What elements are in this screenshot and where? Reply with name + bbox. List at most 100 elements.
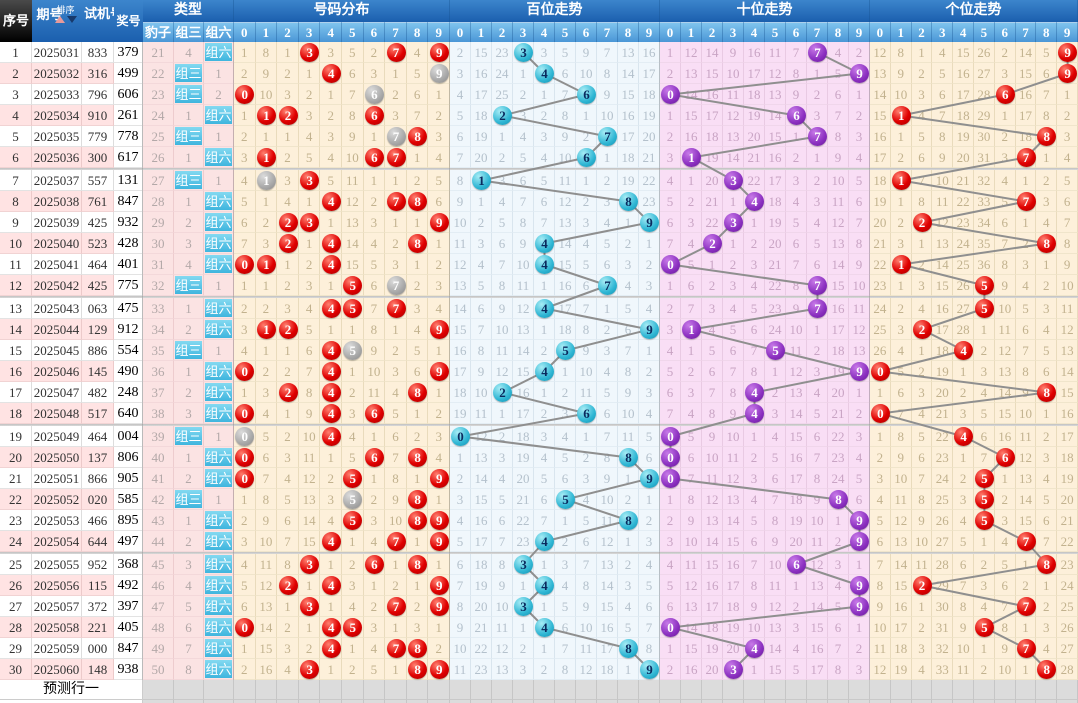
prediction-cell[interactable] xyxy=(428,700,450,703)
prediction-cell[interactable] xyxy=(639,700,660,703)
prediction-cell[interactable] xyxy=(994,680,1016,700)
prediction-cell[interactable] xyxy=(744,700,765,703)
cell-dist: 1 xyxy=(363,426,386,447)
prediction-cell[interactable] xyxy=(1057,700,1078,703)
sort-desc-icon[interactable] xyxy=(66,16,77,23)
prediction-cell[interactable] xyxy=(576,700,597,703)
prediction-cell[interactable] xyxy=(786,680,807,700)
prediction-cell[interactable] xyxy=(870,680,891,700)
number-ball: 1 xyxy=(891,106,911,125)
prediction-cell[interactable] xyxy=(1015,700,1037,703)
prediction-cell[interactable] xyxy=(234,700,256,703)
prediction-cell[interactable] xyxy=(744,680,765,700)
prediction-cell[interactable] xyxy=(1057,680,1078,700)
prediction-cell[interactable] xyxy=(1015,680,1037,700)
sort-asc-icon[interactable] xyxy=(54,16,65,23)
prediction-cell[interactable] xyxy=(143,700,174,703)
prediction-cell[interactable] xyxy=(765,700,786,703)
prediction-cell[interactable] xyxy=(320,680,342,700)
prediction-cell[interactable] xyxy=(849,700,870,703)
prediction-cell[interactable] xyxy=(450,680,471,700)
prediction-cell[interactable] xyxy=(255,680,278,700)
prediction-cell[interactable] xyxy=(298,680,321,700)
prediction-cell[interactable] xyxy=(597,700,618,703)
cell-bai: 6 xyxy=(450,554,471,575)
prediction-cell[interactable] xyxy=(204,700,234,703)
prediction-cell[interactable] xyxy=(870,700,891,703)
prediction-cell[interactable] xyxy=(320,700,342,703)
prediction-cell[interactable] xyxy=(513,680,534,700)
prediction-cell[interactable] xyxy=(450,700,471,703)
prediction-cell[interactable] xyxy=(555,680,576,700)
cell-ge: 8 xyxy=(1015,361,1037,382)
prediction-cell[interactable] xyxy=(576,680,597,700)
prediction-cell[interactable] xyxy=(492,700,513,703)
group-separator xyxy=(0,424,1078,426)
prediction-cell[interactable] xyxy=(342,700,364,703)
prediction-cell[interactable] xyxy=(723,680,744,700)
prediction-cell[interactable] xyxy=(807,700,828,703)
prediction-cell[interactable] xyxy=(702,680,723,700)
prediction-cell[interactable] xyxy=(471,700,492,703)
prediction-cell[interactable] xyxy=(513,700,534,703)
prediction-cell[interactable] xyxy=(363,700,386,703)
prediction-cell[interactable] xyxy=(234,680,256,700)
prediction-cell[interactable] xyxy=(932,680,954,700)
prediction-cell[interactable] xyxy=(255,700,278,703)
prediction-cell[interactable] xyxy=(932,700,954,703)
prediction-cell[interactable] xyxy=(534,680,555,700)
prediction-cell[interactable] xyxy=(298,700,321,703)
prediction-cell[interactable] xyxy=(1036,700,1058,703)
prediction-cell[interactable] xyxy=(385,700,407,703)
prediction-cell[interactable] xyxy=(890,680,912,700)
prediction-cell[interactable] xyxy=(786,700,807,703)
prediction-cell[interactable] xyxy=(555,700,576,703)
prediction-cell[interactable] xyxy=(828,680,849,700)
prediction-cell[interactable] xyxy=(342,680,364,700)
prediction-cell[interactable] xyxy=(277,700,299,703)
prediction-cell[interactable] xyxy=(911,700,933,703)
prediction-cell[interactable] xyxy=(639,680,660,700)
header-period-sort[interactable]: 期号 排序 xyxy=(32,0,82,42)
prediction-cell[interactable] xyxy=(953,680,974,700)
prediction-cell[interactable] xyxy=(974,700,995,703)
prediction-cell[interactable] xyxy=(681,700,702,703)
number-ball: 7 xyxy=(1016,532,1036,551)
prediction-cell[interactable] xyxy=(890,700,912,703)
prediction-cell[interactable] xyxy=(974,680,995,700)
prediction-cell[interactable] xyxy=(534,700,555,703)
prediction-cell[interactable] xyxy=(702,700,723,703)
prediction-cell[interactable] xyxy=(428,680,450,700)
cell-dist: 1 xyxy=(385,554,407,575)
prediction-cell[interactable] xyxy=(807,680,828,700)
prediction-cell[interactable] xyxy=(492,680,513,700)
prediction-cell[interactable] xyxy=(849,680,870,700)
zu6-hit-badge: 组六 xyxy=(205,555,232,573)
prediction-cell[interactable] xyxy=(277,680,299,700)
prediction-cell[interactable] xyxy=(204,680,234,700)
cell-ge: 1 xyxy=(870,426,891,447)
prediction-cell[interactable] xyxy=(471,680,492,700)
prediction-cell[interactable] xyxy=(1036,680,1058,700)
prediction-cell[interactable] xyxy=(681,680,702,700)
prediction-cell[interactable] xyxy=(994,700,1016,703)
prediction-cell[interactable] xyxy=(828,700,849,703)
cell-ge: 9 xyxy=(890,447,912,468)
prediction-cell[interactable] xyxy=(618,700,639,703)
prediction-cell[interactable] xyxy=(618,680,639,700)
prediction-cell[interactable] xyxy=(723,700,744,703)
prediction-cell[interactable] xyxy=(765,680,786,700)
prediction-cell[interactable] xyxy=(911,680,933,700)
prediction-cell[interactable] xyxy=(660,700,681,703)
prediction-cell[interactable] xyxy=(953,700,974,703)
prediction-cell[interactable] xyxy=(174,700,204,703)
prediction-cell[interactable] xyxy=(660,680,681,700)
prediction-cell[interactable] xyxy=(406,700,429,703)
prediction-cell[interactable] xyxy=(363,680,386,700)
prediction-cell[interactable] xyxy=(406,680,429,700)
prediction-cell[interactable] xyxy=(174,680,204,700)
prediction-cell[interactable] xyxy=(385,680,407,700)
prediction-cell[interactable] xyxy=(143,680,174,700)
prediction-cell[interactable] xyxy=(597,680,618,700)
cell-dist: 3 xyxy=(342,403,364,424)
